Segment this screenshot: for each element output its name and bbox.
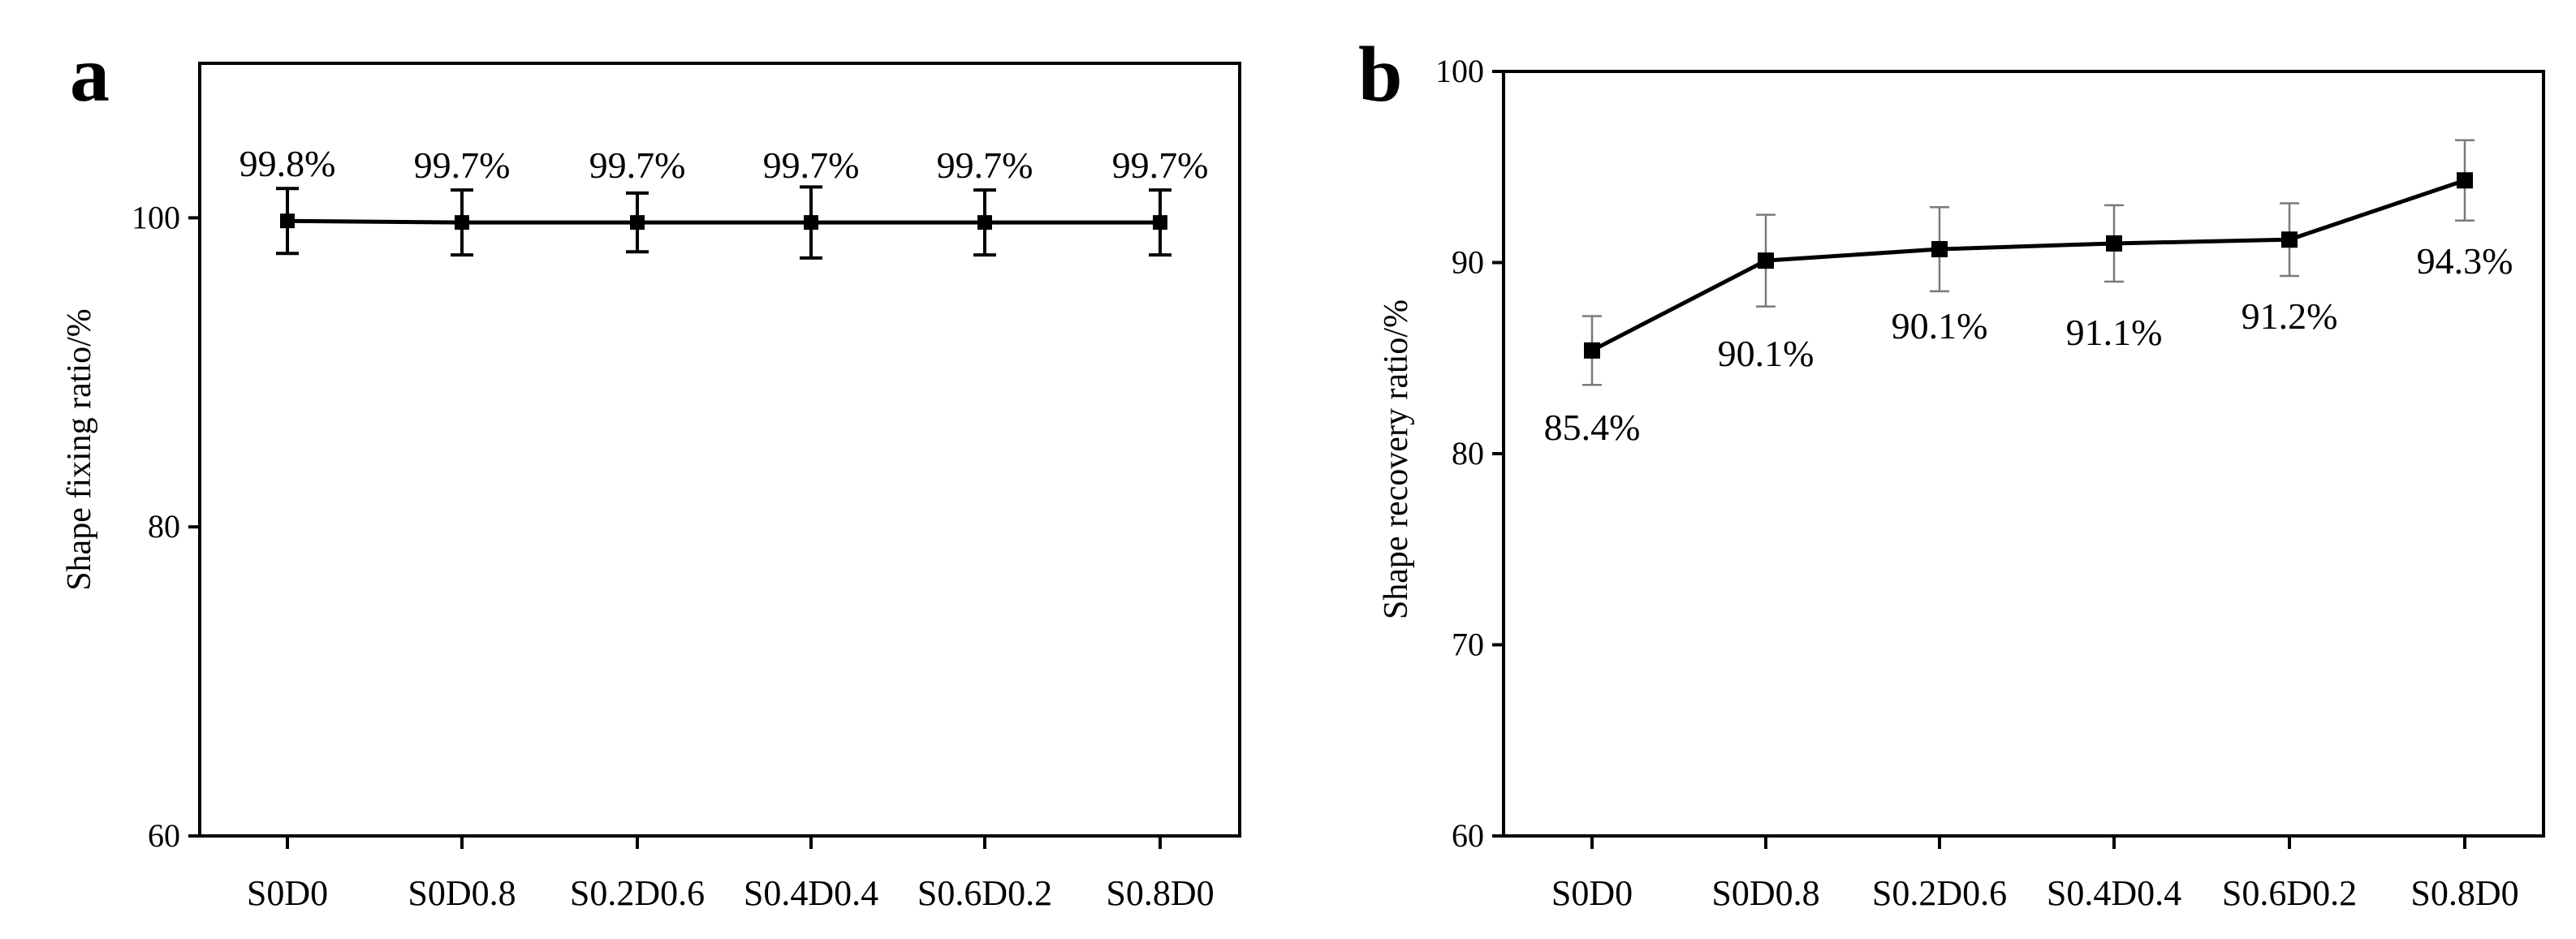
data-label-a: 99.7% (1112, 144, 1209, 186)
x-tick-label-b: S0.4D0.4 (2047, 873, 2181, 913)
data-point-a (280, 213, 295, 229)
data-point-a (1153, 215, 1167, 230)
series-line-a (287, 218, 1160, 225)
x-tick-label-a: S0D0 (247, 873, 328, 913)
data-point-a (804, 215, 818, 230)
data-label-b: 94.3% (2417, 240, 2513, 282)
data-label-a: 99.7% (414, 144, 511, 186)
data-point-b (2106, 235, 2122, 252)
y-tick-label-b: 80 (1452, 435, 1484, 472)
chart-panel-a: a Shape fixing ratio/% 60 80 100 S0D0 S0D0.… (61, 31, 1241, 913)
y-tick-label-b: 90 (1452, 244, 1484, 281)
x-tick-label-b: S0.2D0.6 (1872, 873, 2007, 913)
y-tick-label-b: 60 (1452, 817, 1484, 854)
x-tick-label-b: S0.6D0.2 (2222, 873, 2357, 913)
x-tick-label-a: S0.2D0.6 (570, 873, 705, 913)
data-point-b (2457, 172, 2473, 189)
data-point-a (630, 215, 645, 230)
data-label-b: 91.1% (2066, 312, 2163, 353)
x-tick-label-b: S0.8D0 (2410, 873, 2518, 913)
x-tick-label-a: S0.6D0.2 (917, 873, 1052, 913)
data-label-a: 99.7% (937, 144, 1033, 186)
y-axis-label-a: Shape fixing ratio/% (61, 308, 98, 591)
data-point-a (977, 215, 992, 230)
data-label-b: 85.4% (1544, 407, 1641, 448)
panel-label-b: b (1358, 31, 1403, 118)
data-label-b: 90.1% (1718, 333, 1814, 374)
x-tick-label-b: S0D0.8 (1711, 873, 1819, 913)
y-tick-label-a: 100 (132, 199, 180, 235)
data-point-b (2281, 231, 2298, 248)
y-tick-label-a: 60 (148, 817, 180, 854)
x-tick-label-a: S0.4D0.4 (744, 873, 878, 913)
data-point-b (1758, 252, 1774, 269)
y-tick-label-a: 80 (148, 508, 180, 545)
data-label-a: 99.7% (589, 144, 686, 186)
data-label-a: 99.7% (763, 144, 860, 186)
plot-frame-b (1502, 70, 2545, 838)
panel-label-a: a (70, 31, 110, 118)
data-label-a: 99.8% (239, 143, 336, 184)
y-tick-label-b: 70 (1452, 627, 1484, 663)
data-point-a (455, 215, 469, 230)
series-line-b (1590, 178, 2466, 353)
data-point-b (1584, 342, 1600, 359)
chart-panel-b: b Shape recovery ratio/% 60 70 80 90 100 S0D… (1358, 31, 2545, 913)
data-label-b: 91.2% (2242, 295, 2338, 337)
x-tick-label-a: S0D0.8 (408, 873, 516, 913)
x-tick-label-b: S0D0 (1551, 873, 1633, 913)
y-axis-label-b: Shape recovery ratio/% (1378, 299, 1415, 619)
y-tick-label-b: 100 (1435, 53, 1484, 89)
x-tick-label-a: S0.8D0 (1106, 873, 1214, 913)
data-label-b: 90.1% (1892, 305, 1988, 347)
plot-frame-a (198, 62, 1241, 838)
data-point-b (1931, 241, 1948, 258)
